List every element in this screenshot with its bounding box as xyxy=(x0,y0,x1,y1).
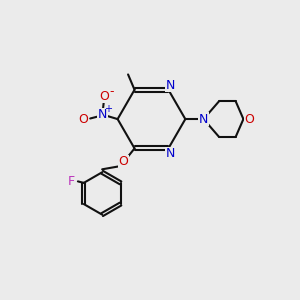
Text: O: O xyxy=(99,90,109,103)
Text: O: O xyxy=(118,155,128,168)
Text: O: O xyxy=(244,112,254,126)
Text: +: + xyxy=(104,104,112,114)
Text: N: N xyxy=(166,147,176,160)
Text: N: N xyxy=(166,79,176,92)
Text: F: F xyxy=(68,175,75,188)
Text: N: N xyxy=(98,108,107,121)
Text: -: - xyxy=(110,85,114,98)
Text: O: O xyxy=(78,113,88,127)
Text: N: N xyxy=(199,112,208,126)
